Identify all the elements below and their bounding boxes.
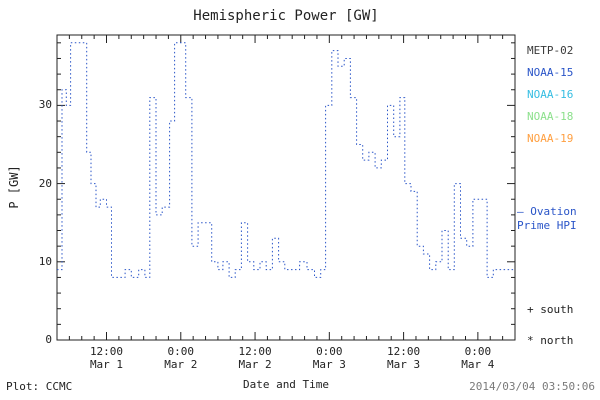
y-tick-label: 20 bbox=[38, 176, 52, 190]
x-tick-date: Mar 4 bbox=[461, 358, 495, 371]
plot-source-label: Plot: CCMC bbox=[6, 380, 73, 393]
x-tick-date: Mar 2 bbox=[164, 358, 198, 371]
x-tick-label: 0:00 Mar 4 bbox=[446, 345, 510, 371]
x-tick-time: 12:00 bbox=[387, 345, 421, 358]
x-tick-time: 12:00 bbox=[89, 345, 124, 358]
x-tick-label: 12:00 Mar 3 bbox=[372, 345, 436, 371]
x-tick-label: 0:00 Mar 3 bbox=[297, 345, 361, 371]
y-tick-label: 10 bbox=[38, 254, 52, 268]
x-tick-label: 12:00 Mar 1 bbox=[75, 345, 139, 371]
hemisphere-marker-legend: + south * north bbox=[527, 294, 573, 356]
x-tick-date: Mar 2 bbox=[238, 358, 272, 371]
legend-item-noaa-19: NOAA-19 bbox=[527, 132, 574, 145]
legend-item-metp-02: METP-02 bbox=[527, 44, 574, 57]
x-tick-label: 0:00 Mar 2 bbox=[149, 345, 213, 371]
ovation-line1: – Ovation bbox=[517, 205, 577, 218]
hemisphere-marker-south: + south bbox=[527, 303, 574, 316]
y-tick-label: 0 bbox=[45, 333, 52, 346]
x-tick-label: 12:00 Mar 2 bbox=[223, 345, 287, 371]
ovation-prime-annotation: – Ovation Prime HPI bbox=[517, 205, 577, 233]
x-axis-label: Date and Time bbox=[242, 378, 330, 391]
x-tick-time: 12:00 bbox=[238, 345, 272, 358]
legend-item-noaa-16: NOAA-16 bbox=[527, 88, 574, 101]
legend-item-noaa-18: NOAA-18 bbox=[527, 110, 574, 123]
satellite-legend: METP-02 NOAA-15 NOAA-16 NOAA-18 NOAA-19 bbox=[527, 40, 573, 150]
x-tick-date: Mar 1 bbox=[89, 358, 124, 371]
x-tick-time: 0:00 bbox=[167, 345, 195, 358]
plot-timestamp: 2014/03/04 03:50:06 bbox=[469, 380, 595, 393]
legend-item-noaa-15: NOAA-15 bbox=[527, 66, 574, 79]
hemisphere-marker-north: * north bbox=[527, 334, 574, 347]
x-tick-time: 0:00 bbox=[464, 345, 492, 358]
ovation-line2: Prime HPI bbox=[517, 219, 577, 232]
y-tick-label: 30 bbox=[38, 98, 52, 112]
x-tick-date: Mar 3 bbox=[387, 358, 421, 371]
chart-title: Hemispheric Power [GW] bbox=[193, 8, 379, 24]
x-tick-time: 0:00 bbox=[316, 345, 343, 358]
x-tick-date: Mar 3 bbox=[312, 358, 346, 371]
